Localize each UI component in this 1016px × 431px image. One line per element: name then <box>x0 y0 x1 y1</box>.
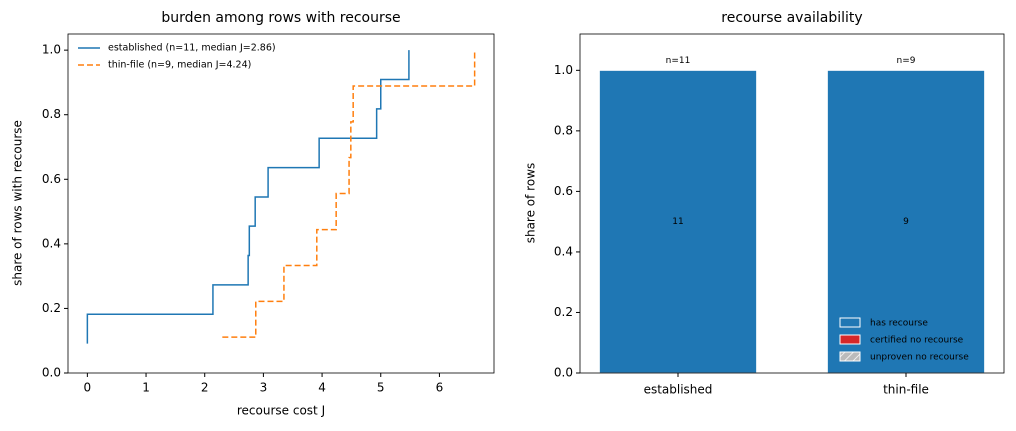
legend-swatch-border <box>839 317 861 328</box>
x-tick-label: 5 <box>377 381 385 395</box>
bar-count: 11 <box>672 217 683 227</box>
x-tick-label: 1 <box>142 381 150 395</box>
x-tick-label: 4 <box>318 381 326 395</box>
axes-frame <box>67 33 495 374</box>
y-tick-label: 0.8 <box>554 123 573 137</box>
bar-count: 9 <box>903 217 909 227</box>
chart-title: burden among rows with recourse <box>161 10 400 26</box>
y-tick-label: 0.2 <box>554 305 573 319</box>
legend-label: certified no recourse <box>870 336 964 346</box>
axes-frame <box>579 33 1005 374</box>
legend-label: established (n=11, median J=2.86) <box>108 43 276 54</box>
y-tick-label: 0.4 <box>554 244 573 258</box>
x-tick-label: 3 <box>260 381 268 395</box>
x-tick-label: 0 <box>84 381 92 395</box>
x-tick-label: 2 <box>201 381 209 395</box>
y-tick-label: 0.8 <box>42 107 61 121</box>
ecdf-line <box>86 50 410 344</box>
legend-label: thin-file (n=9, median J=4.24) <box>108 60 251 71</box>
y-tick-label: 0.6 <box>554 184 573 198</box>
legend-swatch <box>839 317 861 328</box>
chart-title: recourse availability <box>721 10 862 26</box>
legend-label: has recourse <box>870 319 928 329</box>
y-tick-label: 0.0 <box>554 366 573 380</box>
y-tick-label: 1.0 <box>554 63 573 77</box>
y-axis-label: share of rows <box>524 163 538 244</box>
y-tick-label: 0.4 <box>42 236 61 250</box>
x-axis-label: recourse cost J <box>237 404 325 418</box>
x-tick-label: thin-file <box>883 383 929 397</box>
x-tick-label: established <box>644 383 713 397</box>
y-tick-label: 0.6 <box>42 172 61 186</box>
y-tick-label: 0.0 <box>42 366 61 380</box>
y-tick-label: 0.2 <box>42 301 61 315</box>
y-tick-label: 1.0 <box>42 43 61 57</box>
y-axis-label: share of rows with recourse <box>11 120 25 286</box>
bar-annotation: n=9 <box>897 56 916 66</box>
ecdf-line <box>222 50 476 338</box>
legend-swatch <box>839 351 861 362</box>
bar-segment <box>598 69 758 374</box>
legend-label: unproven no recourse <box>870 353 969 363</box>
legend-swatch <box>839 334 861 345</box>
bar-annotation: n=11 <box>666 56 691 66</box>
x-tick-label: 6 <box>436 381 444 395</box>
